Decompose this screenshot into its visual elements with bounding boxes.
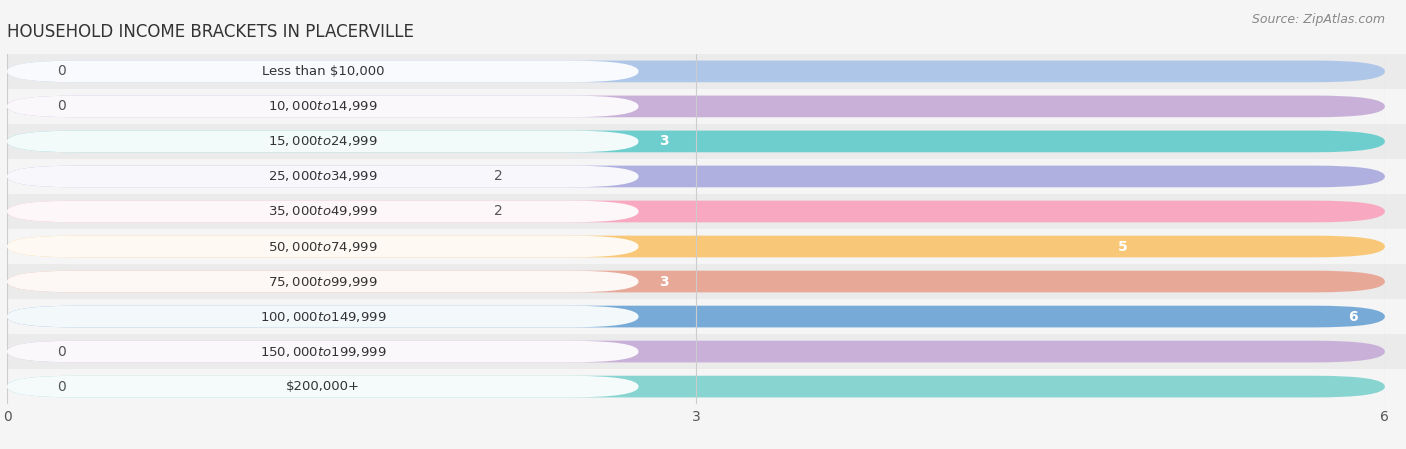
FancyBboxPatch shape bbox=[7, 96, 638, 117]
FancyBboxPatch shape bbox=[7, 271, 1385, 292]
FancyBboxPatch shape bbox=[7, 236, 1385, 257]
Text: HOUSEHOLD INCOME BRACKETS IN PLACERVILLE: HOUSEHOLD INCOME BRACKETS IN PLACERVILLE bbox=[7, 23, 413, 41]
FancyBboxPatch shape bbox=[7, 61, 1385, 82]
Text: 3: 3 bbox=[659, 274, 668, 289]
Text: $150,000 to $199,999: $150,000 to $199,999 bbox=[260, 344, 387, 359]
FancyBboxPatch shape bbox=[7, 271, 638, 292]
FancyBboxPatch shape bbox=[7, 306, 1385, 327]
FancyBboxPatch shape bbox=[7, 341, 1385, 362]
Text: 5: 5 bbox=[1118, 239, 1128, 254]
Text: 0: 0 bbox=[58, 64, 66, 79]
FancyBboxPatch shape bbox=[7, 264, 1406, 299]
Text: 0: 0 bbox=[58, 344, 66, 359]
Text: Less than $10,000: Less than $10,000 bbox=[262, 65, 384, 78]
Text: $35,000 to $49,999: $35,000 to $49,999 bbox=[269, 204, 378, 219]
Text: 3: 3 bbox=[659, 134, 668, 149]
Text: $75,000 to $99,999: $75,000 to $99,999 bbox=[269, 274, 378, 289]
Text: $25,000 to $34,999: $25,000 to $34,999 bbox=[269, 169, 378, 184]
Text: $200,000+: $200,000+ bbox=[285, 380, 360, 393]
FancyBboxPatch shape bbox=[7, 376, 638, 397]
Text: 2: 2 bbox=[494, 204, 502, 219]
FancyBboxPatch shape bbox=[7, 166, 1385, 187]
Text: 0: 0 bbox=[58, 379, 66, 394]
Text: 0: 0 bbox=[58, 99, 66, 114]
FancyBboxPatch shape bbox=[7, 376, 1385, 397]
FancyBboxPatch shape bbox=[7, 124, 1406, 159]
FancyBboxPatch shape bbox=[7, 306, 638, 327]
FancyBboxPatch shape bbox=[7, 131, 638, 152]
FancyBboxPatch shape bbox=[7, 201, 638, 222]
FancyBboxPatch shape bbox=[7, 369, 1406, 404]
FancyBboxPatch shape bbox=[7, 131, 1385, 152]
FancyBboxPatch shape bbox=[7, 299, 1406, 334]
FancyBboxPatch shape bbox=[7, 334, 1406, 369]
FancyBboxPatch shape bbox=[7, 229, 1406, 264]
FancyBboxPatch shape bbox=[7, 61, 638, 82]
FancyBboxPatch shape bbox=[7, 159, 1406, 194]
FancyBboxPatch shape bbox=[7, 194, 1406, 229]
FancyBboxPatch shape bbox=[7, 341, 638, 362]
FancyBboxPatch shape bbox=[7, 236, 638, 257]
FancyBboxPatch shape bbox=[7, 54, 1406, 89]
FancyBboxPatch shape bbox=[7, 166, 638, 187]
FancyBboxPatch shape bbox=[7, 201, 1385, 222]
Text: $10,000 to $14,999: $10,000 to $14,999 bbox=[269, 99, 378, 114]
Text: $50,000 to $74,999: $50,000 to $74,999 bbox=[269, 239, 378, 254]
Text: $15,000 to $24,999: $15,000 to $24,999 bbox=[269, 134, 378, 149]
Text: $100,000 to $149,999: $100,000 to $149,999 bbox=[260, 309, 387, 324]
Text: 6: 6 bbox=[1348, 309, 1357, 324]
FancyBboxPatch shape bbox=[7, 96, 1385, 117]
Text: 2: 2 bbox=[494, 169, 502, 184]
Text: Source: ZipAtlas.com: Source: ZipAtlas.com bbox=[1251, 13, 1385, 26]
FancyBboxPatch shape bbox=[7, 89, 1406, 124]
